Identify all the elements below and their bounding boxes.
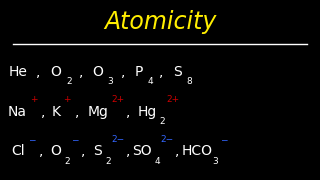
Text: 2+: 2+	[112, 95, 125, 104]
Text: Hg: Hg	[138, 105, 157, 119]
Text: ,: ,	[75, 105, 79, 119]
Text: P: P	[135, 65, 143, 79]
Text: K: K	[52, 105, 60, 119]
Text: SO: SO	[132, 144, 152, 158]
Text: ,: ,	[36, 65, 41, 79]
Text: 2: 2	[66, 77, 72, 86]
Text: Mg: Mg	[87, 105, 108, 119]
Text: He: He	[8, 65, 27, 79]
Text: 4: 4	[155, 157, 161, 166]
Text: HCO: HCO	[181, 144, 212, 158]
Text: Cl: Cl	[11, 144, 24, 158]
Text: Atomicity: Atomicity	[104, 10, 216, 34]
Text: ,: ,	[126, 144, 130, 158]
Text: 2: 2	[64, 157, 70, 166]
Text: ,: ,	[81, 144, 85, 158]
Text: 2: 2	[105, 157, 111, 166]
Text: O: O	[51, 65, 61, 79]
Text: 8: 8	[187, 77, 192, 86]
Text: S: S	[173, 65, 182, 79]
Text: +: +	[30, 95, 37, 104]
Text: ,: ,	[121, 65, 125, 79]
Text: −: −	[28, 135, 36, 144]
Text: O: O	[92, 65, 103, 79]
Text: 4: 4	[148, 77, 153, 86]
Text: O: O	[51, 144, 61, 158]
Text: ,: ,	[39, 144, 43, 158]
Text: 2: 2	[160, 117, 165, 126]
Text: 2+: 2+	[166, 95, 180, 104]
Text: 2−: 2−	[160, 135, 174, 144]
Text: 3: 3	[212, 157, 218, 166]
Text: Na: Na	[8, 105, 27, 119]
Text: 2−: 2−	[111, 135, 124, 144]
Text: ,: ,	[159, 65, 164, 79]
Text: ,: ,	[79, 65, 84, 79]
Text: ,: ,	[41, 105, 45, 119]
Text: −: −	[220, 135, 227, 144]
Text: ,: ,	[174, 144, 179, 158]
Text: 3: 3	[108, 77, 113, 86]
Text: S: S	[93, 144, 102, 158]
Text: −: −	[71, 135, 79, 144]
Text: +: +	[63, 95, 71, 104]
Text: ,: ,	[126, 105, 130, 119]
